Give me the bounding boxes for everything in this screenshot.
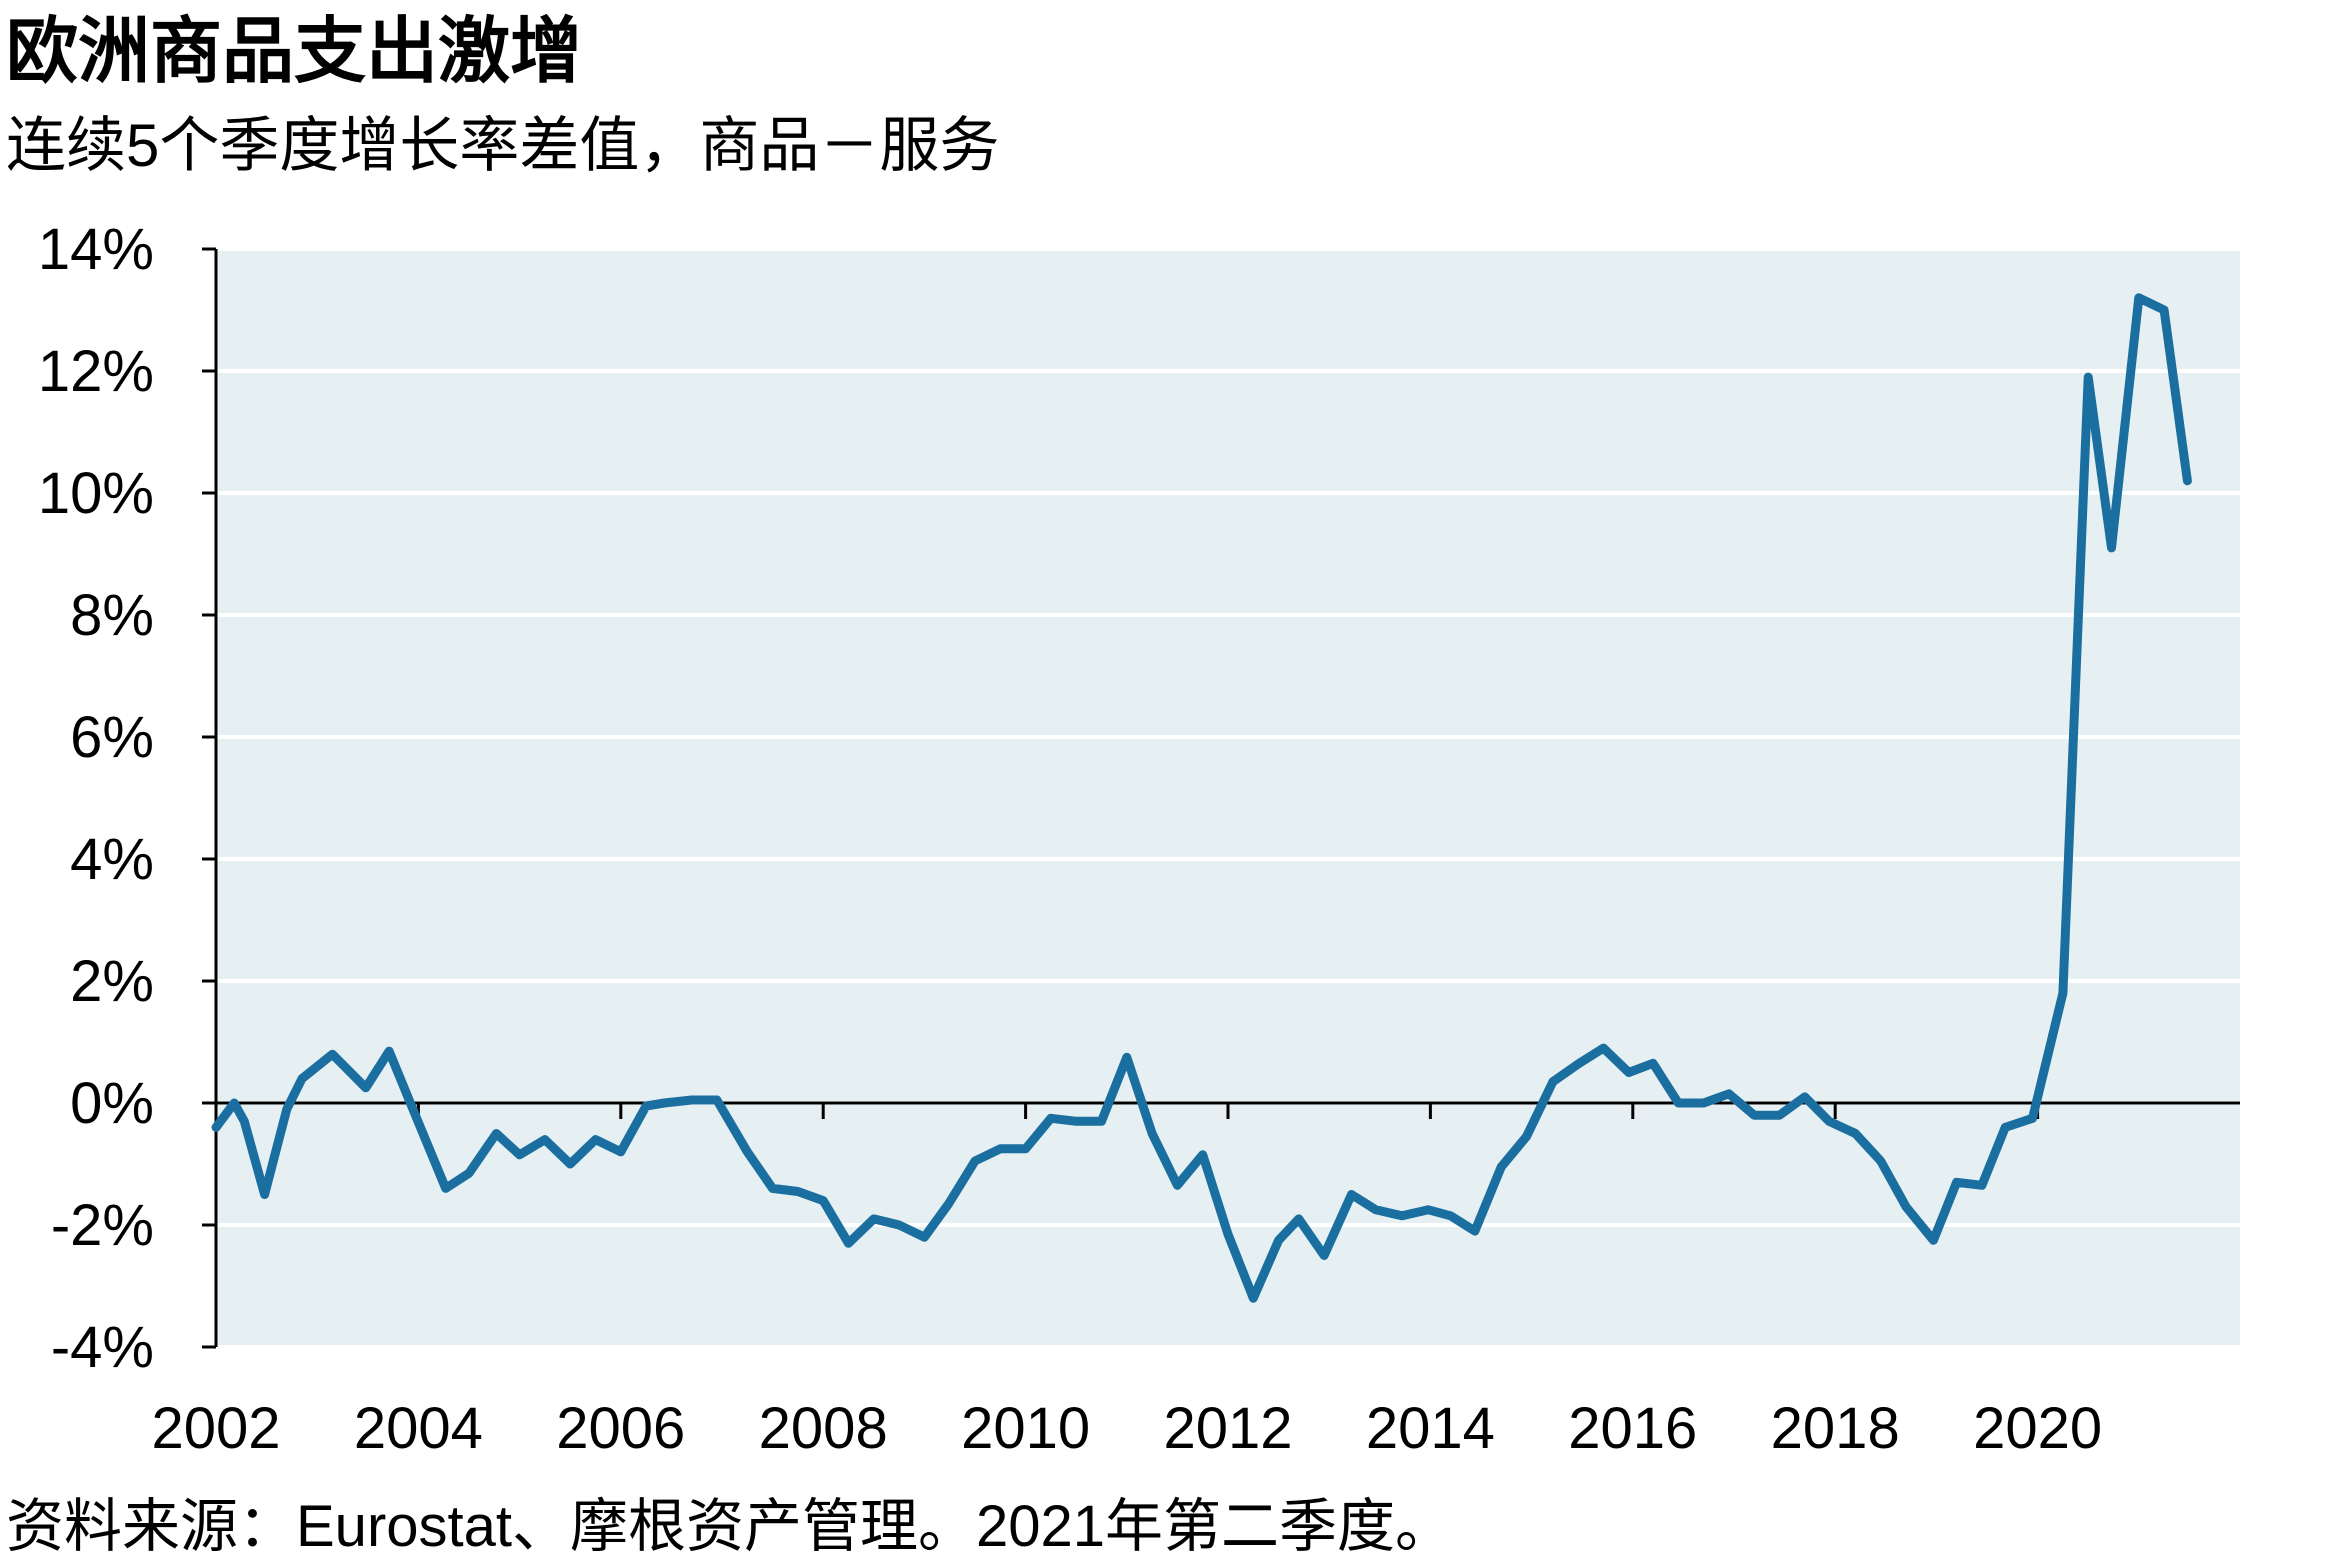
x-tick-label: 2018 — [1771, 1396, 1900, 1461]
data-line — [211, 293, 2192, 1303]
y-tick-label: 0% — [70, 1071, 154, 1136]
x-tick-label: 2010 — [961, 1396, 1090, 1461]
x-tick-label: 2016 — [1568, 1396, 1697, 1461]
chart-title: 欧洲商品支出激增 — [6, 12, 582, 92]
y-tick-label: 4% — [70, 827, 154, 892]
y-tick-label: 2% — [70, 949, 154, 1014]
y-tick-label: 6% — [70, 705, 154, 770]
y-tick-label: 10% — [38, 461, 154, 526]
x-tick-label: 2008 — [759, 1396, 888, 1461]
x-tick-label: 2006 — [556, 1396, 685, 1461]
y-tick-label: 14% — [38, 217, 154, 282]
y-tick-label: 8% — [70, 583, 154, 648]
plot-area — [216, 249, 2240, 1347]
x-tick-label: 2014 — [1366, 1396, 1495, 1461]
x-tick-label: 2020 — [1973, 1396, 2102, 1461]
x-tick-label: 2002 — [151, 1396, 280, 1461]
y-tick-label: -4% — [51, 1315, 154, 1380]
x-tick-label: 2004 — [354, 1396, 483, 1461]
chart-subtitle: 连续5个季度增长率差值，商品－服务 — [6, 112, 999, 179]
source-note: 资料来源：Eurostat、摩根资产管理。2021年第二季度。 — [6, 1494, 1453, 1559]
y-tick-label: -2% — [51, 1193, 154, 1258]
x-tick-label: 2012 — [1163, 1396, 1292, 1461]
y-tick-label: 12% — [38, 339, 154, 404]
